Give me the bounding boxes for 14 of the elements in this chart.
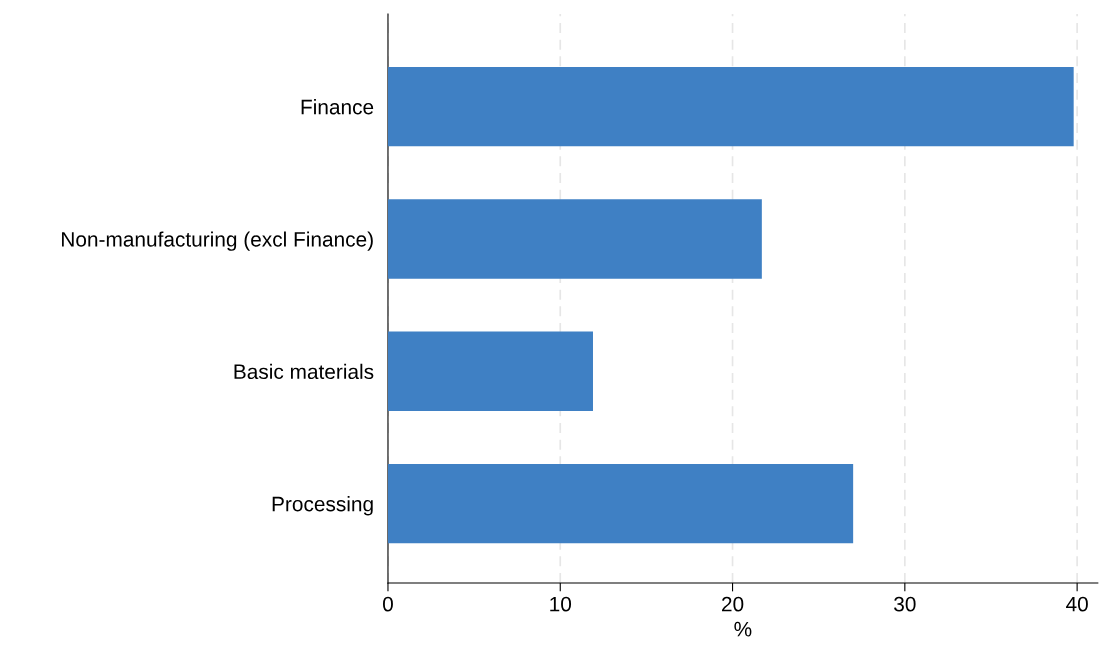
bar (387, 199, 762, 279)
x-tick-label: 20 (722, 596, 744, 612)
x-tick-label: 40 (1066, 596, 1088, 612)
bar (387, 331, 593, 411)
bar (387, 463, 854, 544)
y-tick-label: Basic materials (234, 363, 374, 380)
x-tick-label: 10 (550, 596, 572, 612)
x-tick-label: 0 (382, 596, 393, 612)
y-tick-label: Non-manufacturing (excl Finance) (62, 231, 373, 251)
bar (387, 66, 1074, 147)
x-tick-label: 30 (894, 596, 916, 612)
y-tick-label: Finance (301, 99, 374, 115)
y-tick-label: Processing (272, 496, 373, 516)
x-axis-title: % (734, 621, 752, 637)
